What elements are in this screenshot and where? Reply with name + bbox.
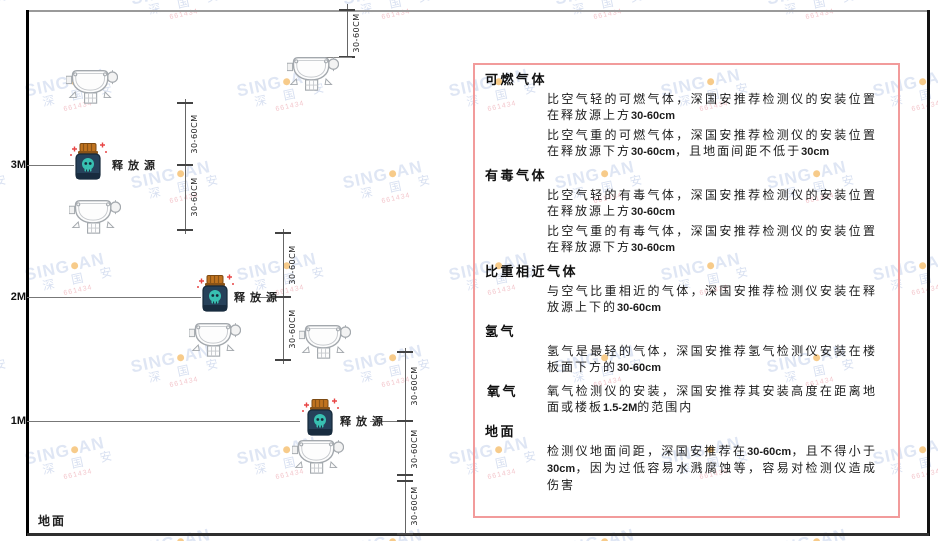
release-source-icon	[302, 398, 339, 436]
dimension-line	[405, 348, 406, 534]
gas-detector-icon	[299, 324, 351, 359]
dimension-label: 30-60CM	[288, 309, 297, 349]
dimension-label: 30-60CM	[410, 366, 419, 406]
axis-label-3m: 3M	[10, 159, 26, 171]
right-wall-line	[927, 10, 930, 536]
dimension-tick	[275, 232, 291, 234]
dimension-tick	[397, 533, 413, 535]
dimension-tick	[177, 164, 193, 166]
dimension-break-tick	[397, 474, 413, 476]
ceiling-line	[27, 10, 929, 12]
dimension-tick	[275, 296, 291, 298]
section-heading: 地面	[485, 424, 517, 439]
dimension-label: 30-60CM	[410, 429, 419, 469]
release-source-label: 释放源	[234, 292, 282, 304]
dimension-label: 30-60CM	[288, 245, 297, 285]
dimension-tick	[339, 9, 355, 11]
release-source-icon	[197, 274, 234, 312]
ground-label: 地面	[38, 514, 67, 528]
height-level-line	[370, 421, 405, 422]
dimension-tick	[275, 359, 291, 361]
gas-detector-icon	[189, 322, 241, 357]
panel-section-5: 氧气 氧气检测仪的安装，深国安推荐其安装高度在距离地面或楼板1.5-2M的范围内	[485, 383, 888, 416]
info-panel: 可燃气体比空气轻的可燃气体，深国安推荐检测仪的安装位置在释放源上方30-60cm…	[473, 63, 900, 518]
dimension-label: 30-60CM	[190, 177, 199, 217]
section-heading: 比重相近气体	[485, 264, 579, 279]
section-paragraph: 氢气是最轻的气体，深国安推荐氢气检测仪安装在楼板面下方的30-60cm	[547, 344, 877, 374]
release-source-label: 释放源	[112, 160, 160, 172]
gas-detector-icon	[69, 199, 121, 234]
dimension-tick	[177, 102, 193, 104]
dimension-tick	[177, 229, 193, 231]
dimension-extension-line	[325, 57, 352, 58]
panel-section-2: 有毒气体比空气轻的有毒气体，深国安推荐检测仪的安装位置在释放源上方30-60cm…	[485, 167, 888, 256]
axis-label-2m: 2M	[10, 291, 26, 303]
gas-detector-icon	[66, 69, 118, 104]
height-level-line	[253, 297, 283, 298]
section-heading: 氢气	[485, 324, 517, 339]
dimension-tick	[397, 420, 413, 422]
dimension-line	[347, 4, 348, 57]
height-level-line	[27, 297, 201, 298]
release-source-icon	[70, 142, 107, 180]
section-heading: 可燃气体	[485, 72, 548, 87]
height-level-line	[27, 165, 74, 166]
section-paragraph: 与空气比重相近的气体，深国安推荐检测仪安装在释放源上下的30-60cm	[547, 284, 877, 314]
panel-section-1: 可燃气体比空气轻的可燃气体，深国安推荐检测仪的安装位置在释放源上方30-60cm…	[485, 71, 888, 160]
section-paragraph: 比空气重的有毒气体，深国安推荐检测仪的安装位置在释放源下方30-60cm	[547, 224, 877, 254]
dimension-label: 30-60CM	[410, 486, 419, 526]
section-heading: 有毒气体	[485, 168, 548, 183]
section-paragraph: 比空气轻的有毒气体，深国安推荐检测仪的安装位置在释放源上方30-60cm	[547, 188, 877, 218]
ground-line	[27, 533, 929, 536]
dimension-line	[185, 99, 186, 234]
section-paragraph: 比空气重的可燃气体，深国安推荐检测仪的安装位置在释放源下方30-60cm，且地面…	[547, 128, 877, 158]
dimension-break-tick	[397, 480, 413, 482]
dimension-tick	[397, 351, 413, 353]
panel-section-4: 氢气氢气是最轻的气体，深国安推荐氢气检测仪安装在楼板面下方的30-60cm	[485, 323, 888, 376]
panel-section-3: 比重相近气体与空气比重相近的气体，深国安推荐检测仪安装在释放源上下的30-60c…	[485, 263, 888, 316]
panel-section-6: 地面检测仪地面间距，深国安推荐在30-60cm，且不得小于30cm，因为过低容易…	[485, 423, 888, 493]
section-heading: 氧气	[487, 384, 519, 399]
section-paragraph: 氧气检测仪的安装，深国安推荐其安装高度在距离地面或楼板1.5-2M的范围内	[547, 384, 877, 414]
dimension-label: 30-60CM	[190, 114, 199, 154]
height-level-line	[27, 421, 300, 422]
dimension-label: 30-60CM	[352, 13, 361, 53]
release-source-label: 释放源	[340, 416, 388, 428]
axis-label-1m: 1M	[10, 415, 26, 427]
height-axis-line	[26, 10, 29, 536]
gas-detector-icon	[287, 56, 339, 91]
gas-detector-icon	[292, 439, 344, 474]
section-paragraph: 检测仪地面间距，深国安推荐在30-60cm，且不得小于30cm，因为过低容易水溅…	[547, 444, 877, 492]
section-paragraph: 比空气轻的可燃气体，深国安推荐检测仪的安装位置在释放源上方30-60cm	[547, 92, 877, 122]
